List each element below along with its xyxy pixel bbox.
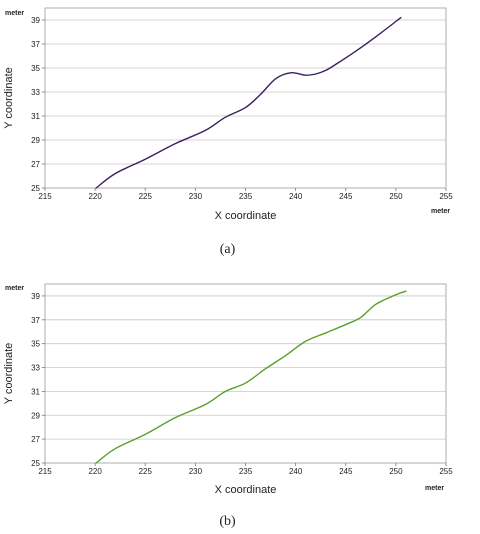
figure-caption: (a) <box>220 242 236 257</box>
figure-caption: (b) <box>219 514 236 529</box>
y-tick-label: 29 <box>31 136 40 145</box>
y-axis-label: Y coordinate <box>3 343 15 405</box>
x-tick-label: 220 <box>88 467 102 476</box>
x-axis-unit: meter <box>425 485 444 492</box>
y-tick-label: 29 <box>31 411 40 420</box>
series-line <box>95 16 402 189</box>
plot-frame <box>44 7 447 189</box>
series-line <box>95 290 407 464</box>
y-tick-label: 25 <box>31 459 40 468</box>
x-tick-label: 240 <box>289 192 303 201</box>
y-tick-label: 31 <box>31 387 40 396</box>
y-axis-unit: meter <box>5 285 24 292</box>
y-tick-label: 25 <box>31 184 40 193</box>
plot-frame <box>44 283 447 464</box>
y-tick-label: 35 <box>31 340 40 349</box>
y-tick-label: 31 <box>31 112 40 121</box>
x-tick-label: 255 <box>439 467 453 476</box>
y-tick-label: 37 <box>31 40 40 49</box>
y-tick-label: 35 <box>31 64 40 73</box>
x-axis-label: X coordinate <box>215 210 277 222</box>
y-tick-label: 27 <box>31 160 40 169</box>
x-axis-unit: meter <box>431 208 450 215</box>
x-tick-label: 235 <box>239 192 253 201</box>
x-tick-label: 250 <box>389 467 403 476</box>
x-tick-label: 240 <box>289 467 303 476</box>
y-tick-label: 37 <box>31 316 40 325</box>
x-tick-label: 230 <box>189 192 203 201</box>
y-tick-label: 27 <box>31 435 40 444</box>
y-axis-label: Y coordinate <box>3 67 15 129</box>
x-tick-label: 235 <box>239 467 253 476</box>
y-tick-label: 39 <box>31 16 40 25</box>
y-tick-label: 33 <box>31 88 40 97</box>
chart-b: 25 27 29 31 33 35 37 39 215 220 225 230 235 240 245 250… <box>3 283 453 529</box>
x-axis-label: X coordinate <box>215 484 277 496</box>
y-axis-unit: meter <box>5 10 24 17</box>
x-tick-label: 215 <box>38 192 52 201</box>
x-tick-label: 230 <box>189 467 203 476</box>
x-tick-label: 220 <box>88 192 102 201</box>
x-tick-label: 225 <box>139 467 153 476</box>
y-tick-label: 33 <box>31 364 40 373</box>
chart-a: 25 27 29 31 33 35 37 39 215 220 225 230 235 240 245 250… <box>3 7 453 257</box>
x-tick-label: 245 <box>339 467 353 476</box>
y-tick-label: 39 <box>31 292 40 301</box>
x-tick-label: 245 <box>339 192 353 201</box>
x-tick-label: 225 <box>139 192 153 201</box>
x-tick-label: 215 <box>38 467 52 476</box>
x-tick-label: 255 <box>439 192 453 201</box>
x-tick-label: 250 <box>389 192 403 201</box>
